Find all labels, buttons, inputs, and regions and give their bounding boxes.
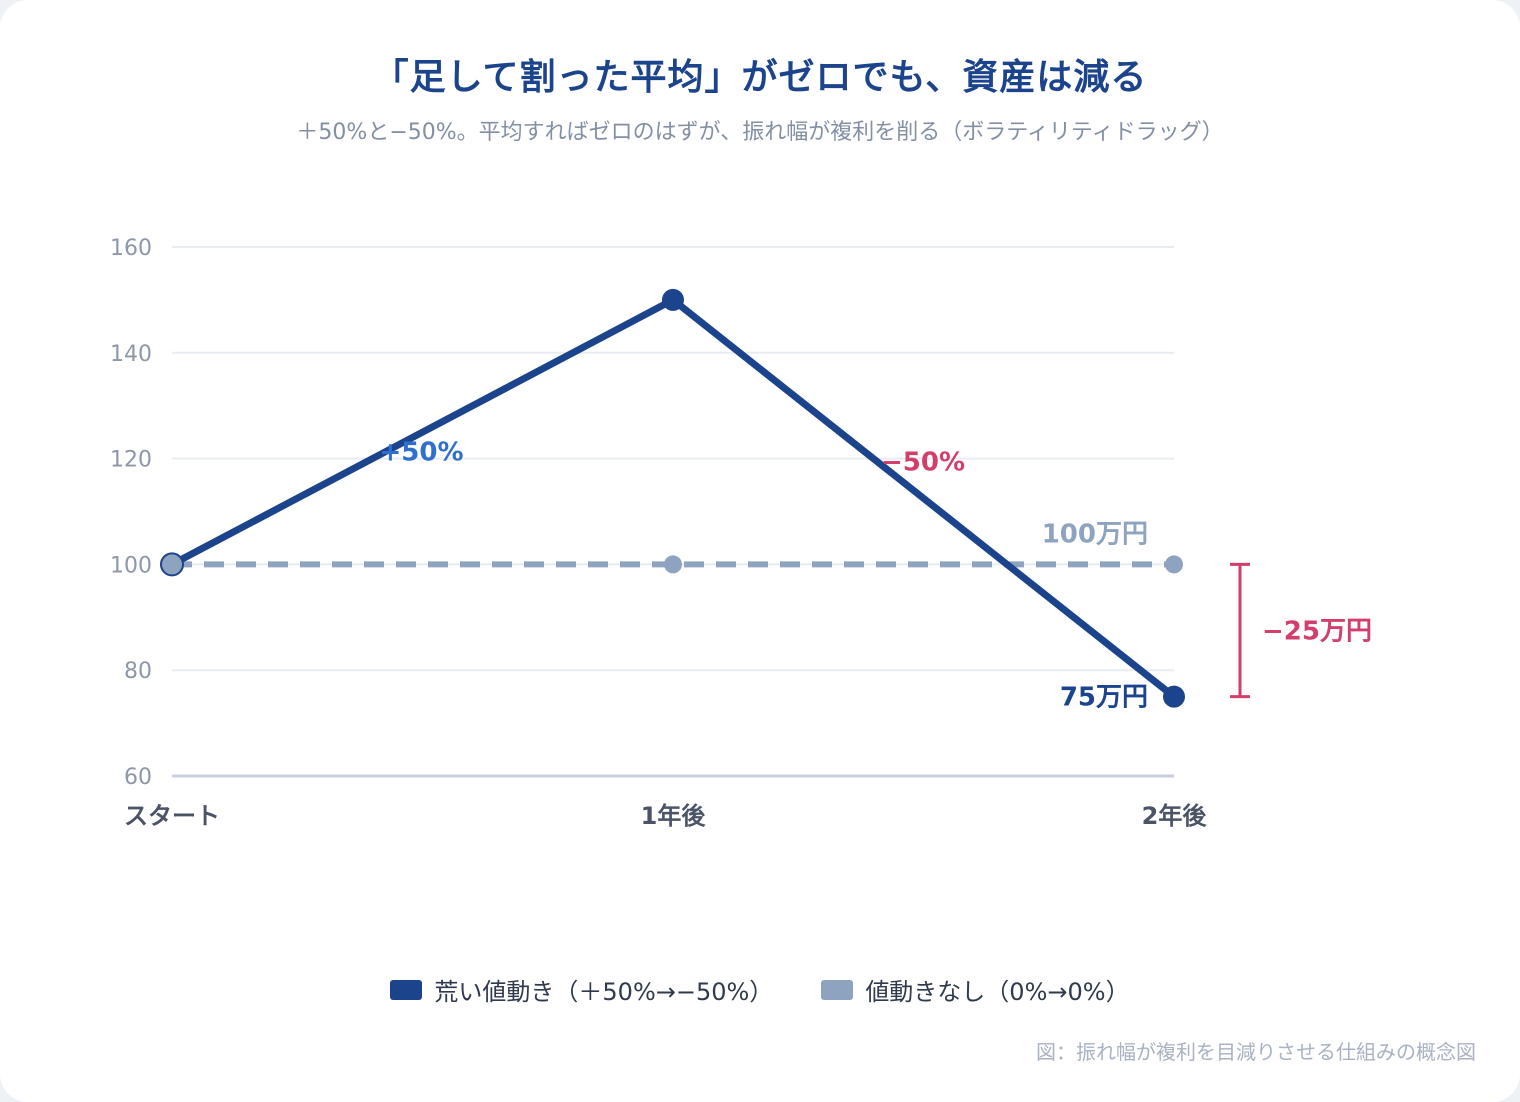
y-tick-label: 60 xyxy=(124,765,152,790)
x-category-label: 2年後 xyxy=(1142,802,1208,830)
chart-subtitle: ＋50%と−50%。平均すればゼロのはずが、振れ幅が複利を削る（ボラティリティド… xyxy=(296,120,1224,145)
series-point-flat xyxy=(1165,555,1183,574)
change-label-up: +50% xyxy=(379,438,463,468)
chart-title: 「足して割った平均」がゼロでも、資産は減る xyxy=(372,57,1148,98)
series-point-volatile xyxy=(662,288,684,311)
legend: 荒い値動き（＋50%→−50%） 値動きなし（0%→0%） xyxy=(0,972,1520,1007)
end-value-label-volatile: 75万円 xyxy=(1060,683,1148,713)
x-category-label: 1年後 xyxy=(641,802,707,830)
legend-swatch-flat xyxy=(821,979,854,1000)
legend-label-flat: 値動きなし（0%→0%） xyxy=(865,978,1130,1006)
end-value-label-flat: 100万円 xyxy=(1042,519,1148,549)
x-category-label: スタート xyxy=(124,802,220,830)
change-label-down: −50% xyxy=(881,448,965,478)
series-line-volatile xyxy=(170,296,1177,700)
series-point-flat xyxy=(664,555,682,574)
legend-label-volatile: 荒い値動き（＋50%→−50%） xyxy=(434,978,774,1006)
y-tick-label: 120 xyxy=(110,448,152,473)
legend-item-flat: 値動きなし（0%→0%） xyxy=(821,972,1130,1007)
y-tick-label: 160 xyxy=(110,236,152,261)
gap-label: −25万円 xyxy=(1262,617,1372,647)
y-tick-label: 140 xyxy=(110,342,152,367)
legend-swatch-volatile xyxy=(390,979,423,1000)
legend-item-volatile: 荒い値動き（＋50%→−50%） xyxy=(390,972,773,1007)
series-point-volatile xyxy=(1163,685,1185,708)
y-tick-label: 80 xyxy=(124,659,152,684)
y-tick-label: 100 xyxy=(110,553,152,578)
series-point-volatile xyxy=(160,552,184,577)
figure-caption: 図：振れ幅が複利を目減りさせる仕組みの概念図 xyxy=(1036,1040,1476,1064)
